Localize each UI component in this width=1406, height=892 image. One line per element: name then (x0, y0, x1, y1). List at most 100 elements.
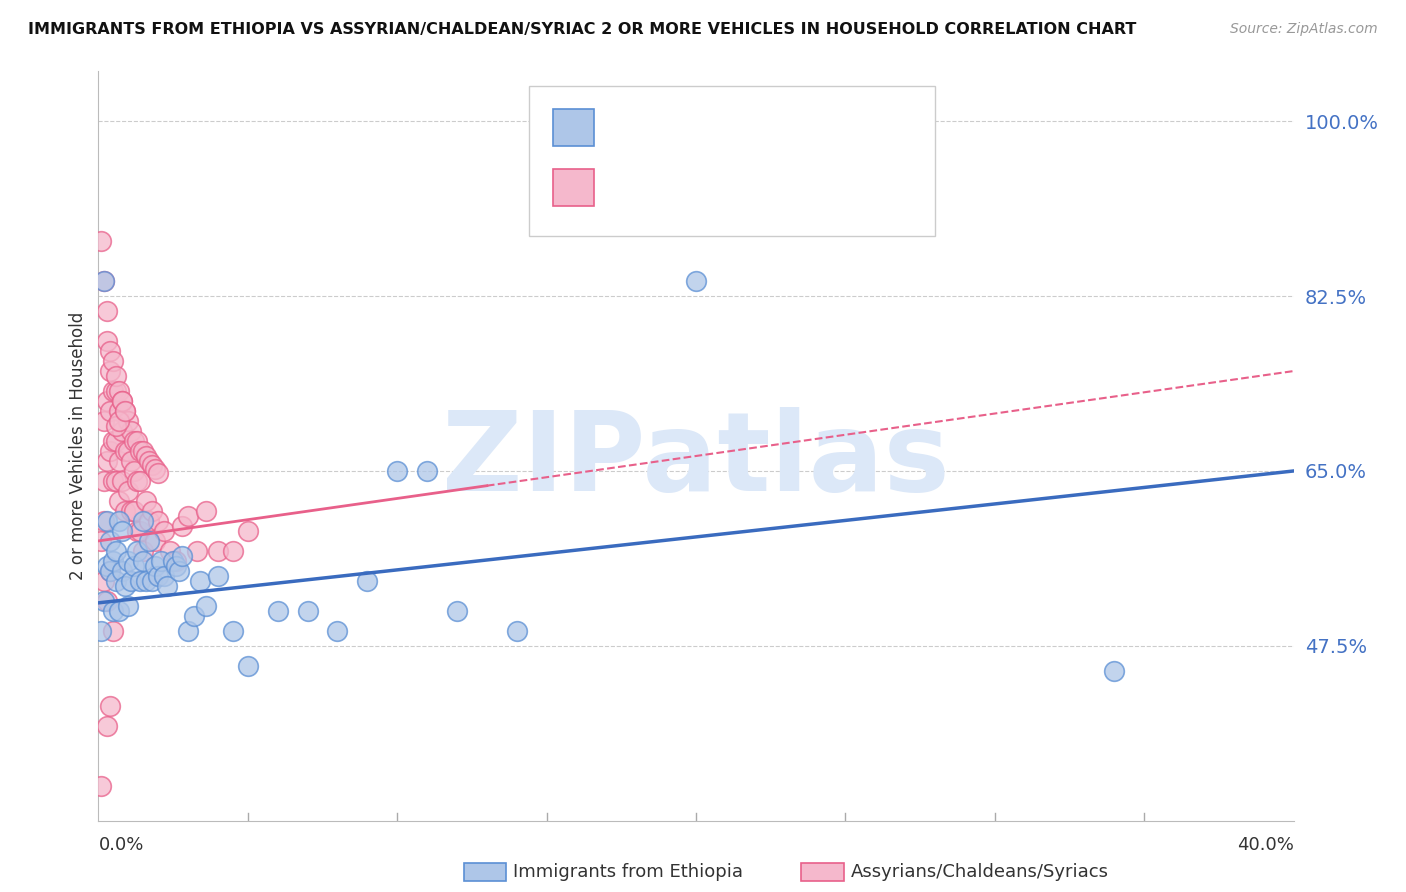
Point (129, 524, 152, 538)
Point (506, 624, 529, 638)
Point (172, 549, 194, 563)
Point (165, 554, 187, 568)
Text: 0.211: 0.211 (666, 178, 723, 196)
Point (96, 304, 118, 318)
Point (90, 234, 112, 248)
Text: N =: N = (762, 178, 801, 196)
Point (103, 604, 125, 618)
Point (143, 558, 166, 573)
Point (167, 564, 190, 578)
Point (108, 604, 131, 618)
Point (93, 414, 115, 428)
Point (96, 514, 118, 528)
Point (96, 454, 118, 468)
Point (188, 574, 211, 588)
Point (159, 544, 181, 558)
Point (685, 274, 707, 288)
Text: 53: 53 (821, 119, 846, 136)
Point (103, 624, 125, 638)
Point (222, 544, 245, 558)
Point (98, 564, 122, 578)
Point (103, 354, 125, 368)
Point (108, 404, 131, 418)
Point (108, 414, 131, 428)
Point (108, 514, 131, 528)
Point (98, 564, 122, 578)
Text: ZIPatlas: ZIPatlas (441, 408, 950, 515)
Point (129, 444, 152, 458)
Point (103, 384, 125, 398)
Point (1104, 664, 1126, 678)
Point (124, 434, 146, 448)
Point (120, 454, 142, 468)
Bar (553, 109, 595, 146)
Point (117, 414, 139, 428)
Point (135, 494, 157, 508)
Point (90, 624, 112, 638)
Point (96, 334, 118, 348)
Text: R =: R = (613, 178, 651, 196)
Text: Assyrians/Chaldeans/Syriacs: Assyrians/Chaldeans/Syriacs (851, 863, 1108, 881)
Point (236, 658, 259, 673)
Point (124, 558, 146, 573)
Point (141, 504, 163, 518)
Point (98, 698, 122, 713)
Point (103, 554, 125, 568)
Point (105, 574, 128, 588)
Point (117, 444, 139, 458)
Point (93, 474, 115, 488)
Point (236, 524, 259, 538)
Point (141, 458, 163, 472)
Point (132, 444, 155, 458)
Point (105, 434, 128, 448)
Point (105, 474, 128, 488)
Point (356, 574, 378, 588)
Point (186, 544, 208, 558)
Point (120, 424, 142, 438)
Point (120, 504, 142, 518)
Point (117, 554, 139, 568)
Point (93, 274, 115, 288)
Point (120, 574, 142, 588)
Point (105, 419, 128, 434)
Point (103, 474, 125, 488)
Text: 81: 81 (821, 178, 846, 196)
Point (135, 574, 157, 588)
Point (103, 434, 125, 448)
Point (177, 624, 200, 638)
FancyBboxPatch shape (529, 87, 935, 236)
Point (96, 719, 118, 733)
Point (111, 394, 134, 409)
Point (127, 474, 149, 488)
Point (143, 462, 166, 476)
Point (105, 369, 128, 384)
Point (98, 364, 122, 378)
Point (267, 604, 290, 618)
Point (148, 466, 170, 480)
Point (141, 574, 163, 588)
Point (156, 579, 179, 593)
Text: IMMIGRANTS FROM ETHIOPIA VS ASSYRIAN/CHALDEAN/SYRIAC 2 OR MORE VEHICLES IN HOUSE: IMMIGRANTS FROM ETHIOPIA VS ASSYRIAN/CHA… (28, 22, 1136, 37)
Point (150, 554, 173, 568)
Point (207, 544, 229, 558)
Point (93, 594, 115, 608)
Point (111, 474, 134, 488)
Point (114, 504, 136, 518)
Point (195, 504, 218, 518)
Point (96, 558, 118, 573)
Point (108, 454, 131, 468)
Y-axis label: 2 or more Vehicles in Household: 2 or more Vehicles in Household (69, 312, 87, 580)
Text: 0.219: 0.219 (666, 119, 723, 136)
Text: R =: R = (613, 119, 651, 136)
Point (177, 508, 200, 523)
Text: 0.0%: 0.0% (98, 836, 143, 854)
Point (124, 504, 146, 518)
Point (297, 604, 319, 618)
Point (138, 454, 160, 468)
Point (143, 533, 166, 548)
Point (117, 483, 139, 498)
Point (98, 444, 122, 458)
Text: 40.0%: 40.0% (1237, 836, 1294, 854)
Point (135, 449, 157, 463)
Point (183, 608, 205, 623)
